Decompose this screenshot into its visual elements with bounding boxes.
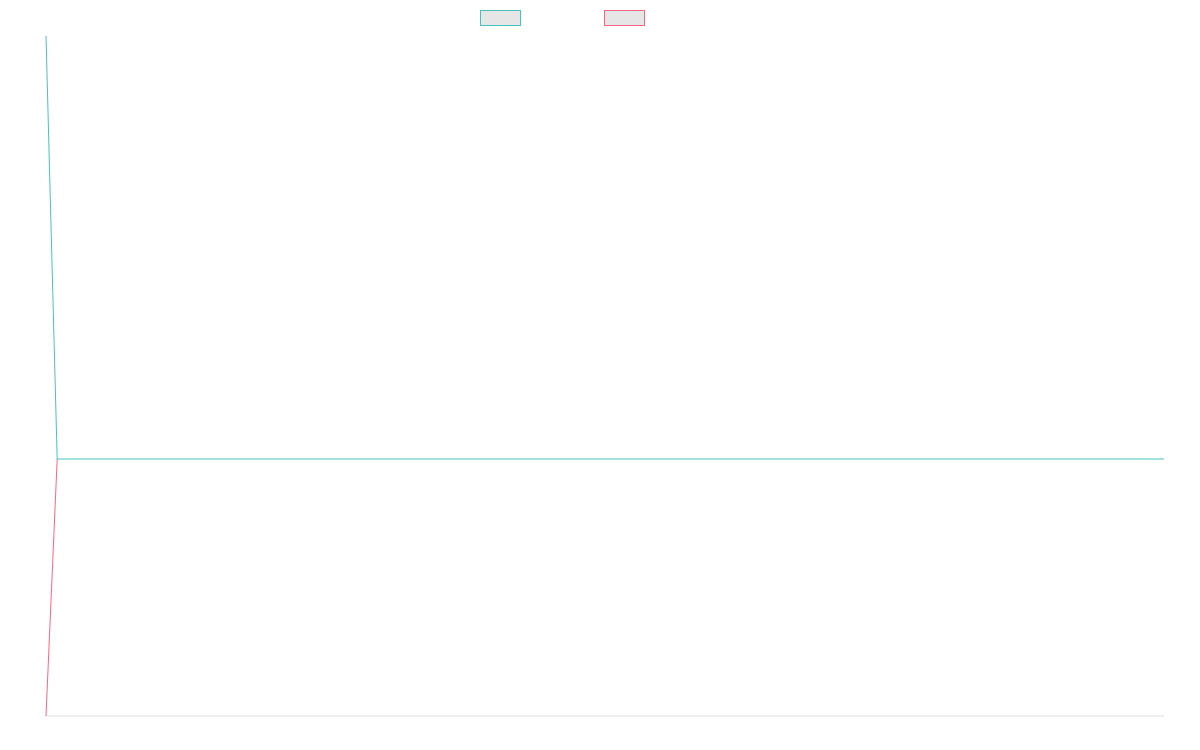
- series-line: [45, 458, 1164, 717]
- legend-swatch[interactable]: [480, 10, 521, 26]
- legend-swatch[interactable]: [604, 10, 645, 26]
- series-line: [45, 35, 1164, 460]
